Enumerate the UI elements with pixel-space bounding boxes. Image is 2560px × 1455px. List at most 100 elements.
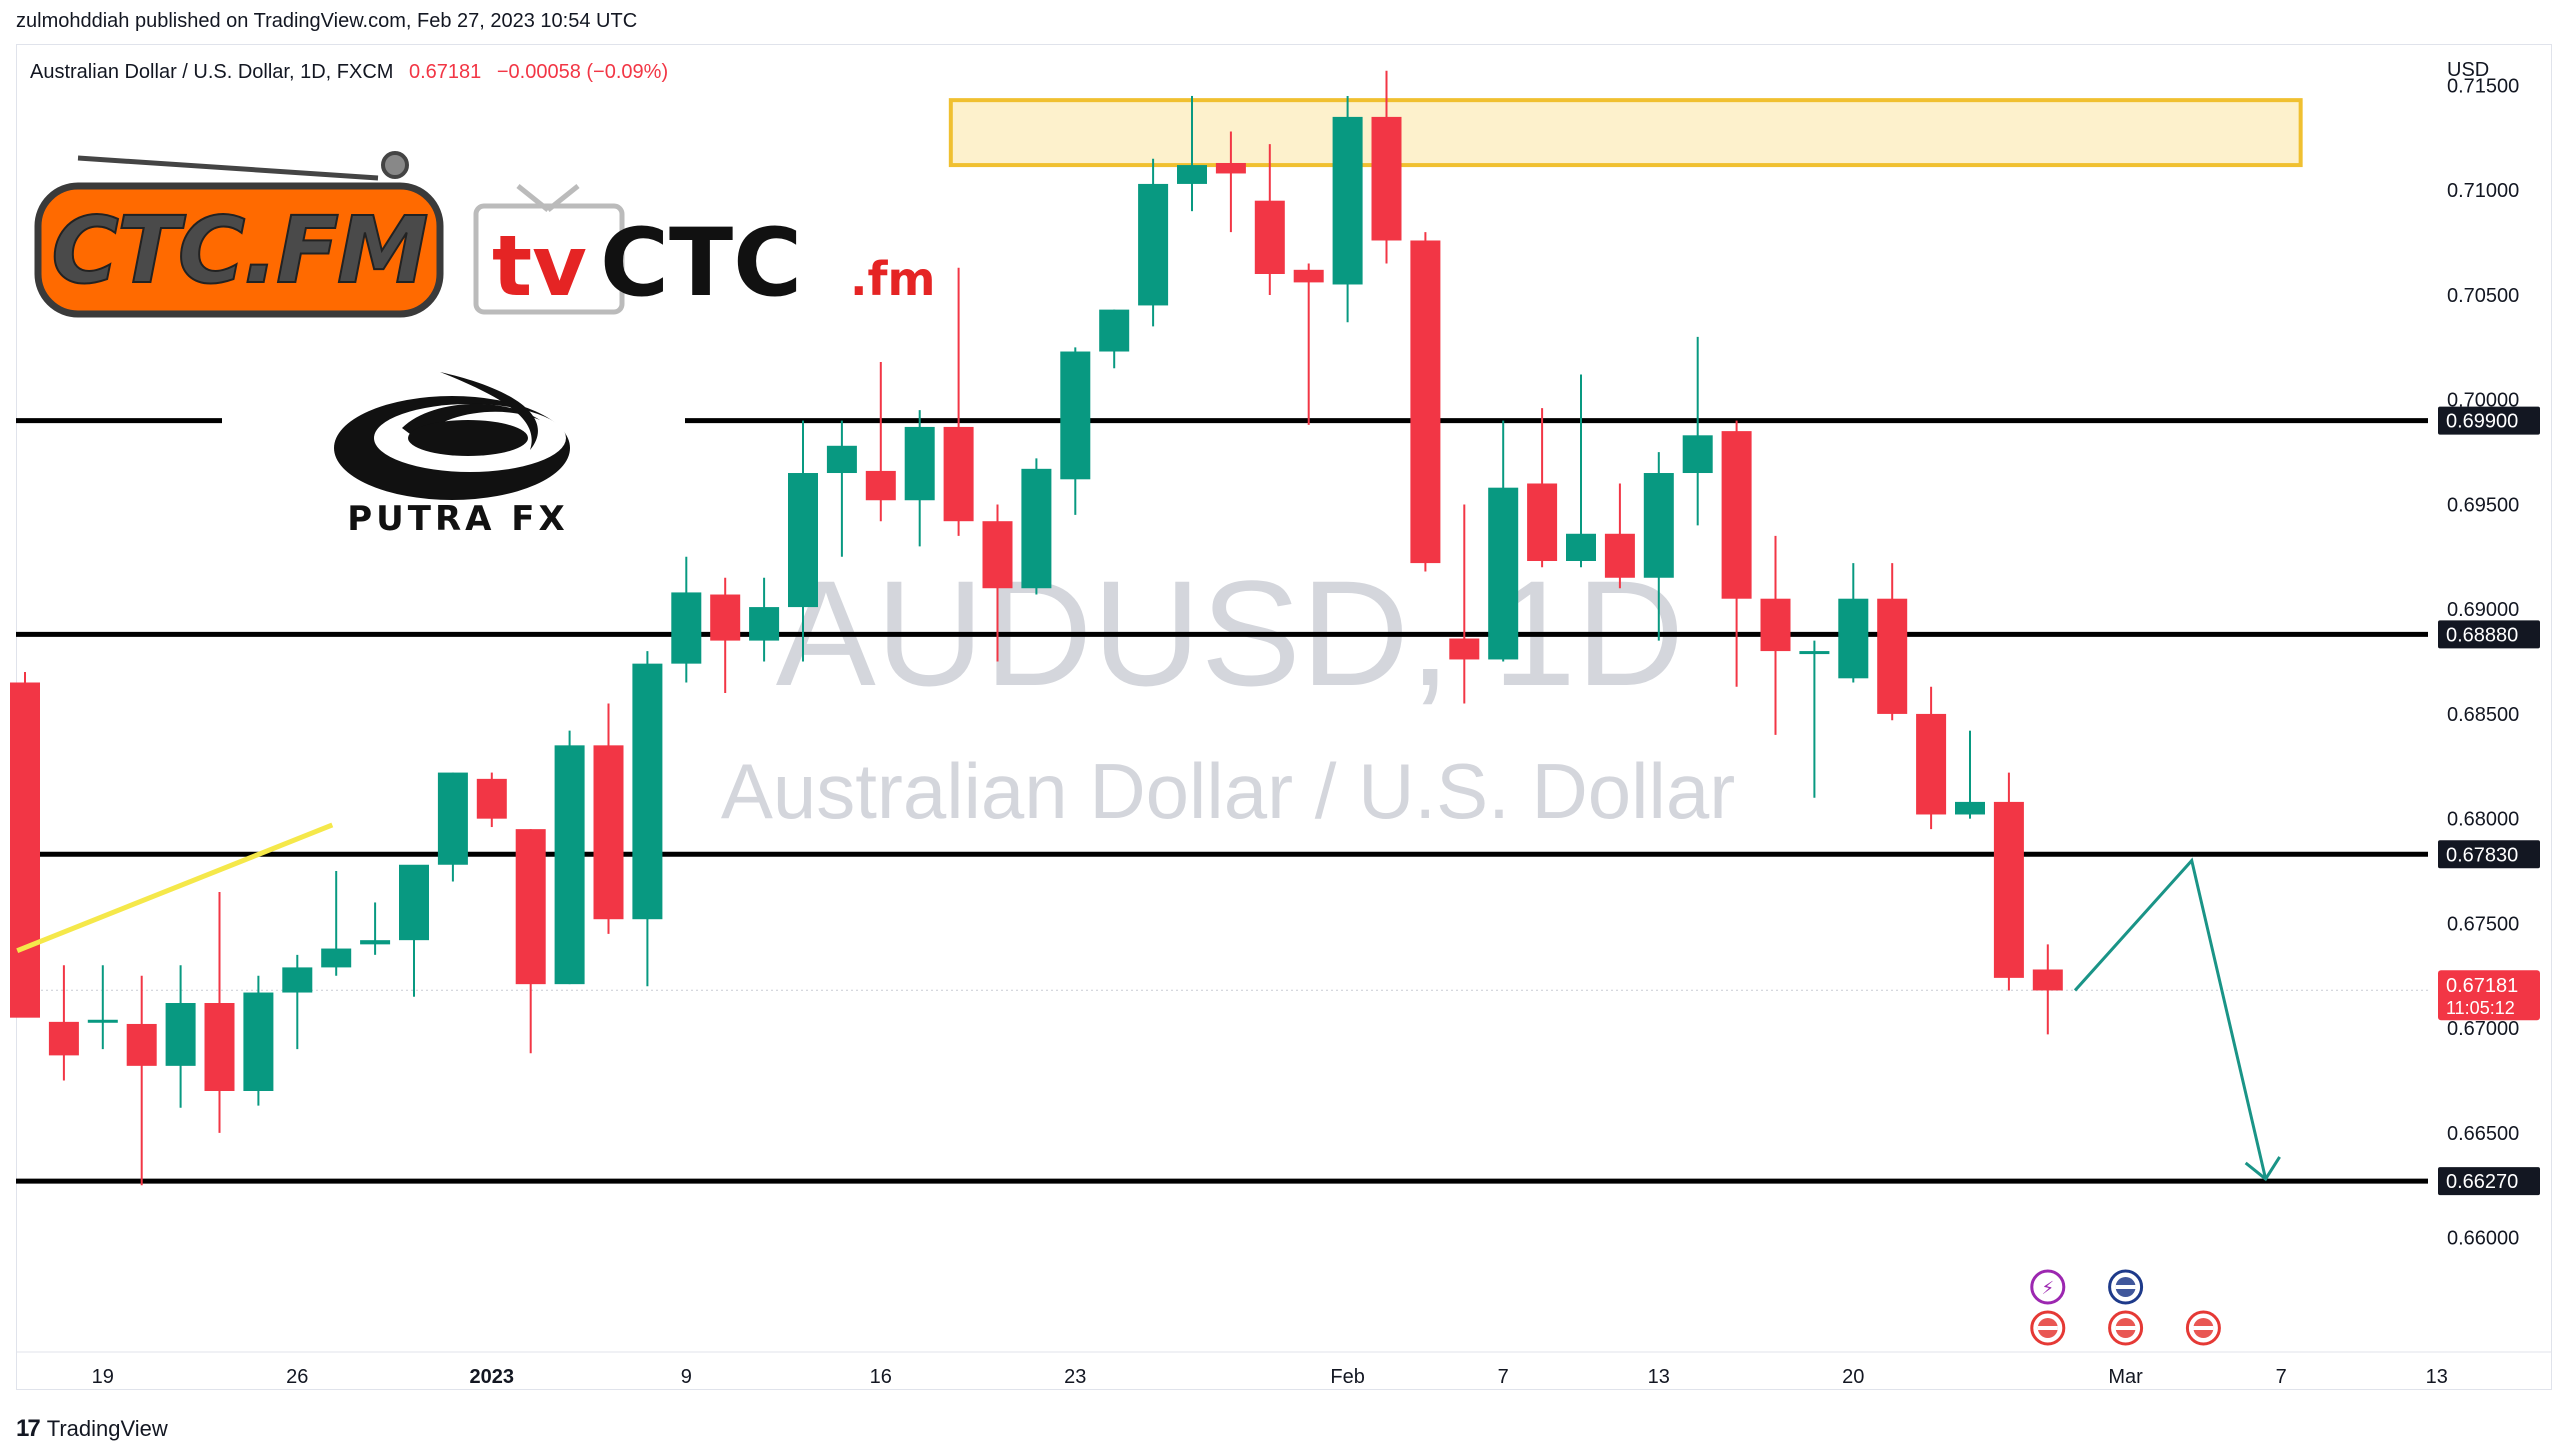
tradingview-brand: TradingView (46, 1416, 168, 1441)
candle (1877, 563, 1908, 721)
putra-fx-wordmark: PUTRA FX (347, 499, 569, 539)
candle-body (87, 1019, 118, 1023)
time-tick-label: 16 (870, 1366, 892, 1388)
candle-body (1332, 116, 1363, 285)
currency-label: USD (2447, 59, 2489, 81)
australia-flag-icon (2108, 1269, 2144, 1305)
candle-body (1916, 713, 1947, 815)
level-price-badge-text: 0.66270 (2446, 1171, 2518, 1193)
candle (904, 410, 935, 547)
us-flag-icon (2030, 1310, 2066, 1346)
antenna-line (77, 155, 379, 181)
price-tick-label: 0.69500 (2447, 494, 2519, 516)
candle-body (982, 521, 1013, 589)
price-tick-label: 0.70500 (2447, 285, 2519, 307)
horizontal-levels-layer (16, 418, 2428, 1184)
price-tick-label: 0.69000 (2447, 599, 2519, 621)
candle (2032, 944, 2063, 1035)
level-price-badge-text: 0.67830 (2446, 844, 2518, 866)
candle-body (48, 1021, 79, 1056)
symbol-info[interactable]: Australian Dollar / U.S. Dollar, 1D, FXC… (30, 61, 668, 83)
candle-body (282, 967, 313, 993)
candle (282, 954, 313, 1050)
candle (48, 965, 79, 1081)
time-tick-label: 2023 (470, 1366, 515, 1388)
candle-body (632, 663, 663, 920)
candle (204, 891, 235, 1133)
candle-body (243, 992, 274, 1091)
candle-body (515, 829, 546, 985)
candle (243, 975, 274, 1106)
candle-body (1488, 487, 1519, 660)
candle (749, 577, 780, 662)
candle (1099, 309, 1130, 369)
candle-body (904, 426, 935, 501)
candle (865, 361, 896, 522)
candle-body (1877, 598, 1908, 714)
projection-arrowhead (2244, 1156, 2281, 1182)
price-tick-label: 0.71500 (2447, 75, 2519, 97)
candle (1060, 347, 1091, 515)
drawings-layer: ⚡ (16, 822, 2281, 1346)
last-price-badge (2438, 970, 2540, 1021)
candle (826, 420, 857, 557)
time-tick-label: 13 (1648, 1366, 1670, 1388)
tvctc-ctc: CTC (600, 209, 802, 318)
candle-body (1138, 183, 1169, 306)
footer-branding[interactable]: 17 TradingView (16, 1415, 168, 1443)
candle (1566, 374, 1596, 568)
candle (982, 504, 1013, 662)
candle (87, 965, 118, 1050)
symbol-last-price: 0.67181 (409, 61, 481, 83)
candle (321, 871, 352, 976)
candle-body (1760, 598, 1791, 652)
candle-body (554, 745, 585, 985)
candle (399, 864, 429, 997)
candle (593, 703, 624, 934)
antenna-knob (381, 151, 409, 179)
price-axis[interactable]: USD 0.66000 0.66500 0.67000 0.67500 0.68000 0… (2438, 59, 2540, 1250)
svg-text:⚡: ⚡ (2041, 1278, 2054, 1299)
tradingview-logo-icon: 17 (16, 1415, 41, 1442)
candle-body (593, 745, 624, 920)
publisher-line: zulmohddiah published on TradingView.com… (16, 10, 638, 32)
candle-body (1410, 240, 1441, 564)
candle-body (1293, 269, 1324, 283)
price-tick-label: 0.66000 (2447, 1228, 2519, 1250)
symbol-change: −0.00058 (−0.09%) (497, 61, 668, 83)
time-tick-label: 23 (1064, 1366, 1086, 1388)
candle-body (1254, 200, 1285, 275)
level-price-badge-text: 0.68880 (2446, 624, 2518, 646)
level-price-badge (2438, 406, 2540, 435)
candle-body (1527, 483, 1558, 561)
price-tick-label: 0.67000 (2447, 1018, 2519, 1040)
candle (671, 556, 702, 683)
price-tick-label: 0.67500 (2447, 913, 2519, 935)
time-axis[interactable]: 19 26 2023 9 16 23 Feb 7 13 20 Mar 7 13 (92, 1366, 2448, 1388)
level-price-badge (2438, 840, 2540, 869)
candle (515, 829, 546, 1054)
candles-layer (10, 70, 2063, 1186)
candle-body (1060, 351, 1091, 480)
candle (1449, 504, 1480, 704)
time-tick-label: 20 (1842, 1366, 1864, 1388)
symbol-name: Australian Dollar / U.S. Dollar, 1D, FXC… (30, 61, 393, 83)
candle-body (1838, 598, 1869, 679)
candle-body (1449, 638, 1480, 660)
candle-body (165, 1003, 196, 1066)
us-flag-icon (2108, 1310, 2144, 1346)
last-price-countdown: 11:05:12 (2446, 998, 2515, 1018)
last-price-value: 0.67181 (2446, 975, 2518, 997)
candle (1916, 686, 1947, 830)
price-tick-label: 0.66500 (2447, 1123, 2519, 1145)
price-tick-label: 0.70000 (2447, 390, 2519, 412)
candle (126, 975, 157, 1186)
candle (1177, 95, 1207, 212)
candle-body (437, 772, 468, 865)
candle-body (476, 778, 507, 819)
candle (1254, 144, 1285, 295)
candle (554, 730, 585, 985)
tvctc-logo: tv CTC .fm (473, 184, 935, 318)
candle (1955, 730, 1985, 819)
